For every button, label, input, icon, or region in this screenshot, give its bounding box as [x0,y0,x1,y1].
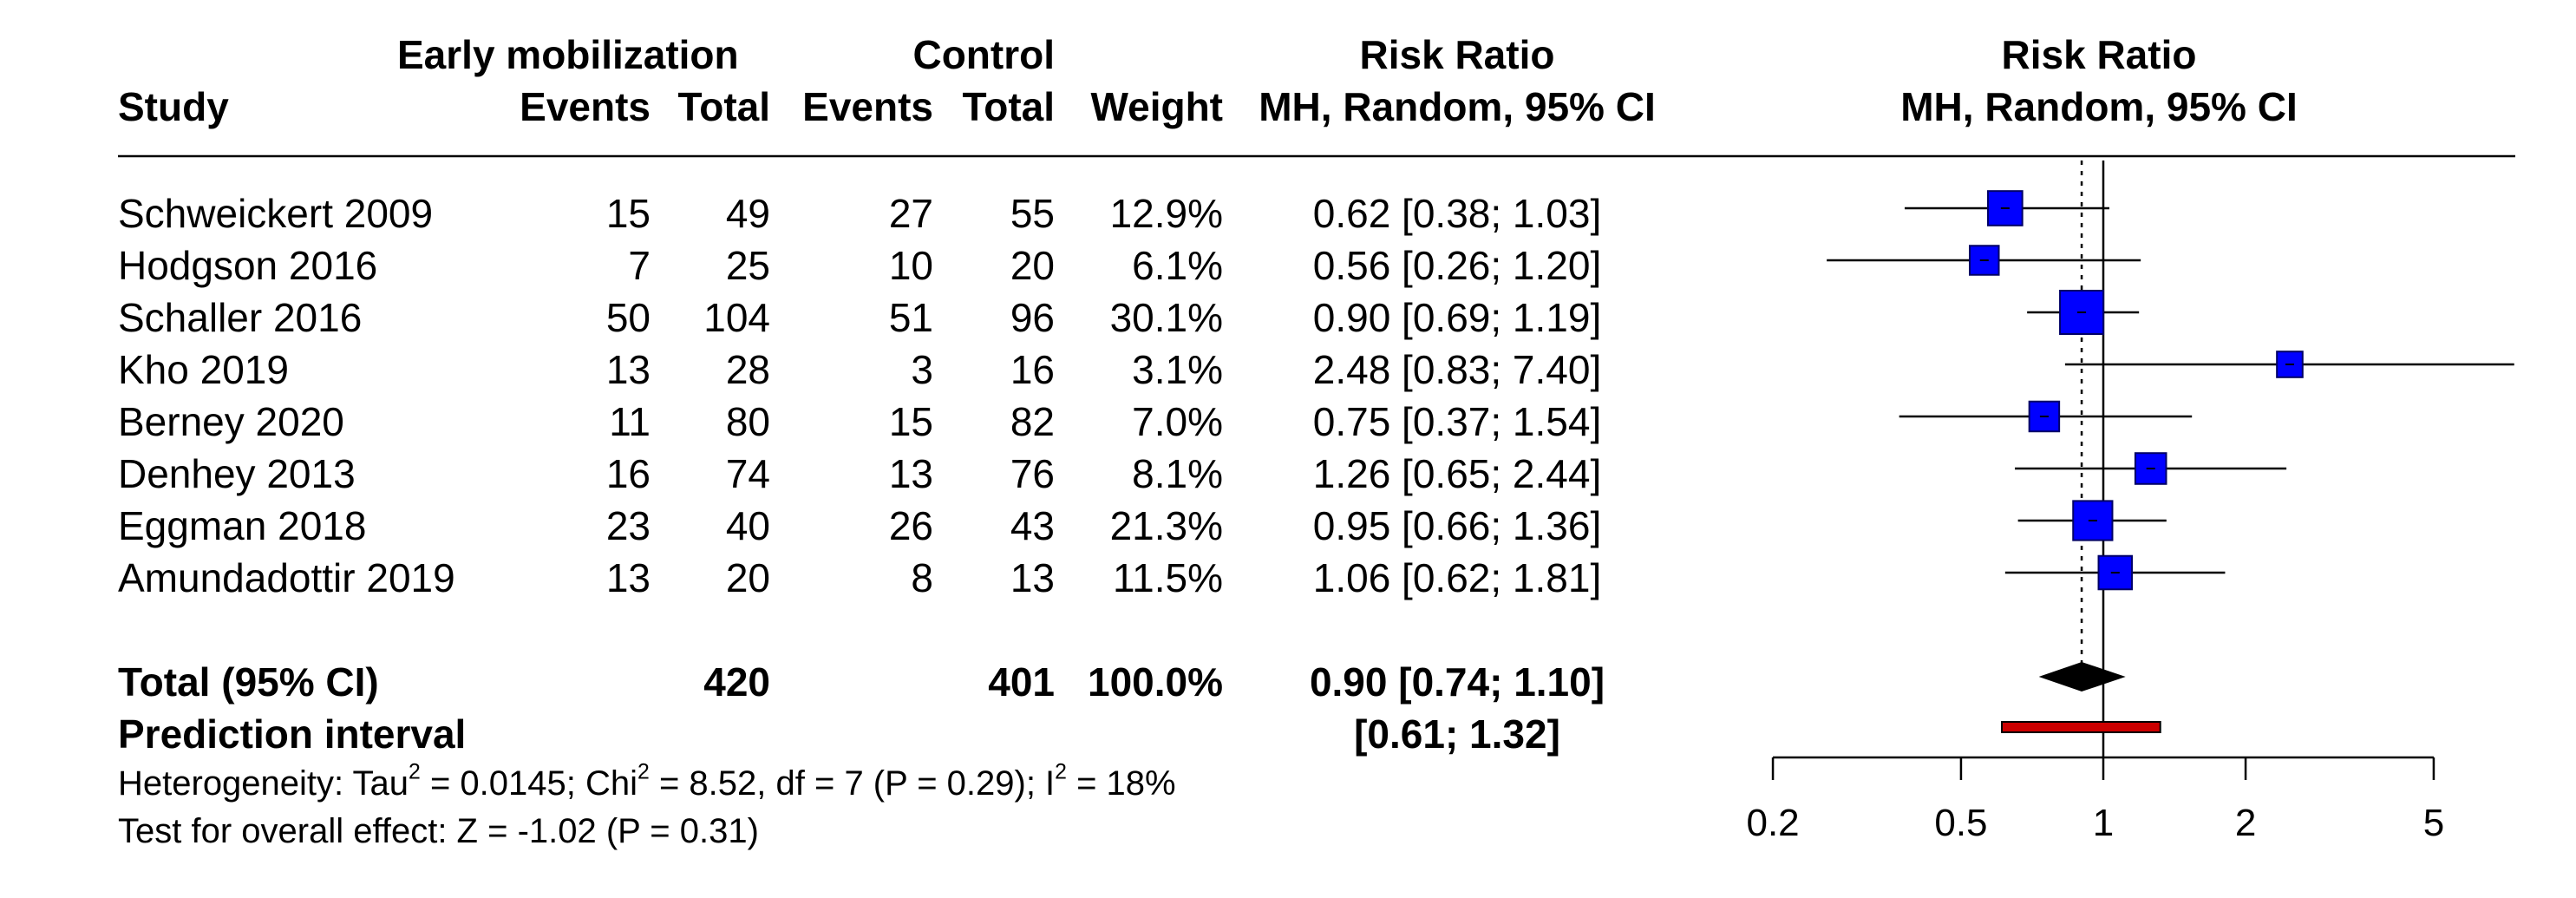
total1: 74 [725,451,770,496]
header-rr-method: MH, Random, 95% CI [1259,84,1656,129]
risk-ratio-ci: 0.90 [0.69; 1.19] [1312,295,1602,340]
total1: 25 [725,243,770,288]
study-name: Eggman 2018 [118,503,367,548]
risk-ratio-ci: 0.62 [0.38; 1.03] [1312,191,1602,236]
study-name: Kho 2019 [118,347,289,392]
summary-diamond [2038,661,2126,692]
events1: 15 [605,191,651,236]
total-total2: 401 [988,659,1055,705]
header-total2: Total [962,84,1055,129]
header-plot-method: MH, Random, 95% CI [1900,84,2298,129]
total2: 55 [1010,191,1055,236]
header-rr-title: Risk Ratio [1359,32,1555,77]
events1: 11 [609,399,651,444]
weight: 12.9% [1109,191,1223,236]
events1: 7 [628,243,651,288]
total2: 13 [1010,555,1055,600]
weight: 7.0% [1132,399,1223,444]
header-study: Study [118,84,229,129]
total-weight: 100.0% [1087,659,1223,705]
events1: 23 [605,503,651,548]
risk-ratio-ci: 0.75 [0.37; 1.54] [1312,399,1602,444]
total2: 76 [1010,451,1055,496]
total-total1: 420 [703,659,770,705]
weight: 3.1% [1132,347,1223,392]
events1: 13 [605,555,651,600]
weight: 6.1% [1132,243,1223,288]
risk-ratio-ci: 2.48 [0.83; 7.40] [1312,347,1602,392]
prediction-label: Prediction interval [118,711,467,757]
total1: 49 [725,191,770,236]
total1: 20 [725,555,770,600]
x-tick-label: 0.5 [1934,802,1987,844]
total-label: Total (95% CI) [118,659,379,705]
total2: 96 [1010,295,1055,340]
events2: 3 [911,347,933,392]
weight: 8.1% [1132,451,1223,496]
header-total1: Total [677,84,770,129]
events2: 51 [888,295,933,340]
prediction-interval-bar [2001,721,2161,733]
header-group1: Early mobilization [397,32,739,77]
total2: 82 [1010,399,1055,444]
x-tick-label: 5 [2423,802,2444,844]
total1: 104 [703,295,770,340]
x-tick-label: 2 [2235,802,2256,844]
events1: 13 [605,347,651,392]
total1: 40 [725,503,770,548]
weight: 11.5% [1112,555,1223,600]
study-name: Berney 2020 [118,399,344,444]
events2: 15 [888,399,933,444]
risk-ratio-ci: 0.95 [0.66; 1.36] [1312,503,1602,548]
weight: 21.3% [1109,503,1223,548]
events1: 16 [605,451,651,496]
study-name: Amundadottir 2019 [118,555,455,600]
overall-effect-text: Test for overall effect: Z = -1.02 (P = … [118,812,759,850]
header-group2: Control [912,32,1055,77]
prediction-ci: [0.61; 1.32] [1354,711,1560,757]
total1: 80 [725,399,770,444]
study-name: Hodgson 2016 [118,243,378,288]
total-risk-ratio-ci: 0.90 [0.74; 1.10] [1309,659,1605,705]
events2: 13 [888,451,933,496]
events2: 10 [888,243,933,288]
events1: 50 [605,295,651,340]
x-tick-label: 0.2 [1746,802,1799,844]
x-tick-label: 1 [2093,802,2114,844]
events2: 26 [888,503,933,548]
heterogeneity-text: Heterogeneity: Tau2 = 0.0145; Chi2 = 8.5… [118,760,1176,803]
weight: 30.1% [1109,295,1223,340]
header-events2: Events [802,84,933,129]
total2: 16 [1010,347,1055,392]
header-events1: Events [520,84,651,129]
header-weight: Weight [1090,84,1223,129]
risk-ratio-ci: 1.26 [0.65; 2.44] [1312,451,1602,496]
total1: 28 [725,347,770,392]
risk-ratio-ci: 1.06 [0.62; 1.81] [1312,555,1602,600]
header-plot-title: Risk Ratio [2001,32,2197,77]
study-name: Schaller 2016 [118,295,363,340]
total2: 43 [1010,503,1055,548]
study-name: Schweickert 2009 [118,191,434,236]
events2: 27 [888,191,933,236]
study-name: Denhey 2013 [118,451,356,496]
risk-ratio-ci: 0.56 [0.26; 1.20] [1312,243,1602,288]
events2: 8 [911,555,933,600]
total2: 20 [1010,243,1055,288]
